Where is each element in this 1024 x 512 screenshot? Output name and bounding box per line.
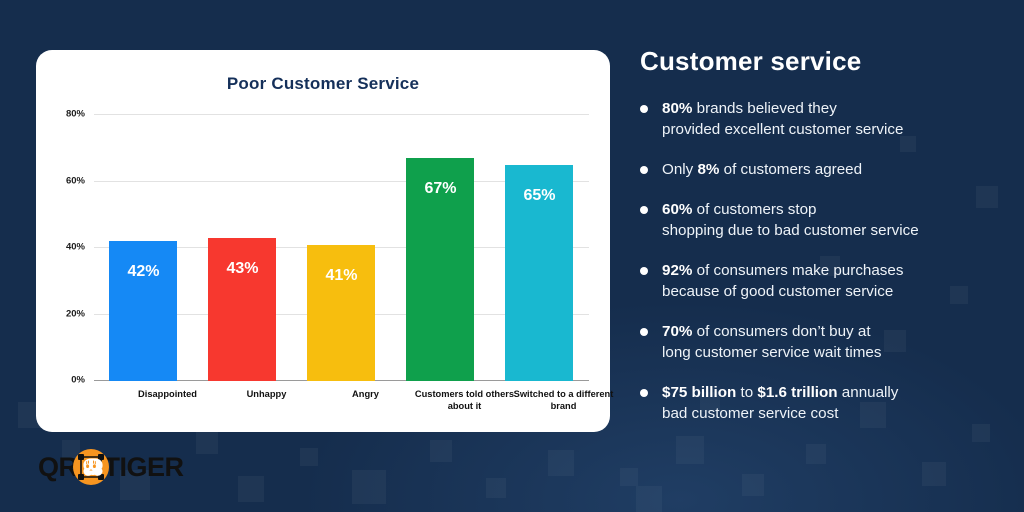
tiger-head-qr-icon bbox=[72, 449, 109, 485]
bullet-dot-icon bbox=[640, 388, 648, 397]
chart-bar-group: 42% Disappointed bbox=[95, 115, 197, 399]
bullet-dot-icon bbox=[640, 327, 648, 336]
chart-bar[interactable]: 42% Disappointed bbox=[109, 241, 197, 399]
chart-title: Poor Customer Service bbox=[226, 74, 420, 93]
x-axis-category-label: Switched to a different brand bbox=[513, 389, 614, 411]
chart-bar[interactable]: 41% Angry bbox=[307, 244, 379, 399]
x-axis-category-label: Angry bbox=[352, 389, 379, 399]
chart-bar-value-label: 42% bbox=[127, 263, 160, 281]
chart-bar-group: 65% Switched to a different brand bbox=[491, 115, 613, 411]
bullet-text: 92% of consumers make purchases because o… bbox=[662, 261, 904, 300]
bullet-dot-icon bbox=[640, 205, 648, 214]
y-axis-tick-label: 20% bbox=[65, 308, 85, 319]
chart-gridline: 60% bbox=[66, 175, 589, 186]
chart-bar-group: 41% Angry bbox=[293, 115, 390, 399]
chart-bar[interactable]: 67% Customers told others about it bbox=[406, 158, 514, 411]
logo-text-tiger: TIGER bbox=[103, 451, 185, 482]
stats-bullet-list: 80% brands believed they provided excelle… bbox=[640, 99, 1012, 425]
bullet-80-percent: 80% brands believed they provided excelle… bbox=[640, 99, 1012, 141]
x-axis-category-label: Disappointed bbox=[138, 389, 197, 399]
logo-text-qr: QR bbox=[38, 451, 78, 482]
chart-bar-value-label: 67% bbox=[424, 180, 457, 198]
bullet-8-percent: Only 8% of customers agreed bbox=[640, 160, 1012, 181]
bullet-92-percent: 92% of consumers make purchases because o… bbox=[640, 261, 1012, 303]
bullet-dot-icon bbox=[640, 266, 648, 275]
chart-bar-value-label: 43% bbox=[226, 260, 259, 278]
bullet-text: 80% brands believed they provided excelle… bbox=[662, 100, 904, 138]
bullet-text: Only 8% of customers agreed bbox=[662, 160, 863, 178]
chart-bar[interactable]: 43% Unhappy bbox=[208, 238, 286, 399]
panel-heading: Customer service bbox=[640, 46, 862, 76]
chart-gridline: 80% bbox=[66, 109, 589, 120]
chart-plot-area: 0% 20% 40% 60% 80% 42% Disappointed 43% Unhappy… bbox=[66, 109, 613, 411]
y-axis-tick-label: 60% bbox=[65, 175, 85, 186]
chart-bar-value-label: 41% bbox=[325, 266, 358, 284]
bullet-dot-icon bbox=[640, 105, 648, 113]
bullet-text: $75 billion to $1.6 trillion annually bad… bbox=[662, 383, 899, 422]
y-axis-tick-label: 80% bbox=[65, 108, 85, 120]
chart-bar-group: 43% Unhappy bbox=[194, 115, 291, 399]
stats-panel: Customer service 80% brands believed the… bbox=[640, 46, 1012, 444]
bullet-text: 70% of consumers don’t buy at long custom… bbox=[662, 322, 882, 361]
x-axis-category-label: Customers told others about it bbox=[414, 389, 515, 411]
bullet-dot-icon bbox=[640, 165, 648, 174]
bullet-text: 60% of customers stop shopping due to bad… bbox=[662, 200, 919, 239]
bullet-70-percent: 70% of consumers don’t buy at long custom… bbox=[640, 322, 1012, 364]
chart-bar[interactable]: 65% Switched to a different brand bbox=[505, 164, 613, 411]
y-axis-tick-label: 0% bbox=[71, 374, 85, 385]
chart-bars: 42% Disappointed 43% Unhappy 41% Angry 67% Cust… bbox=[94, 115, 613, 411]
chart-card: Poor Customer Service 0% 20% 40% 60% 80% 42%… bbox=[36, 50, 613, 432]
x-axis-category-label: Unhappy bbox=[246, 389, 287, 399]
bullet-cost: $75 billion to $1.6 trillion annually bad… bbox=[640, 383, 1012, 425]
y-axis-tick-label: 40% bbox=[65, 241, 85, 253]
qrtiger-logo[interactable]: QR bbox=[38, 449, 184, 485]
chart-bar-group: 67% Customers told others about it bbox=[392, 115, 514, 411]
chart-bar-value-label: 65% bbox=[523, 186, 556, 204]
bullet-60-percent: 60% of customers stop shopping due to bad… bbox=[640, 200, 1012, 242]
